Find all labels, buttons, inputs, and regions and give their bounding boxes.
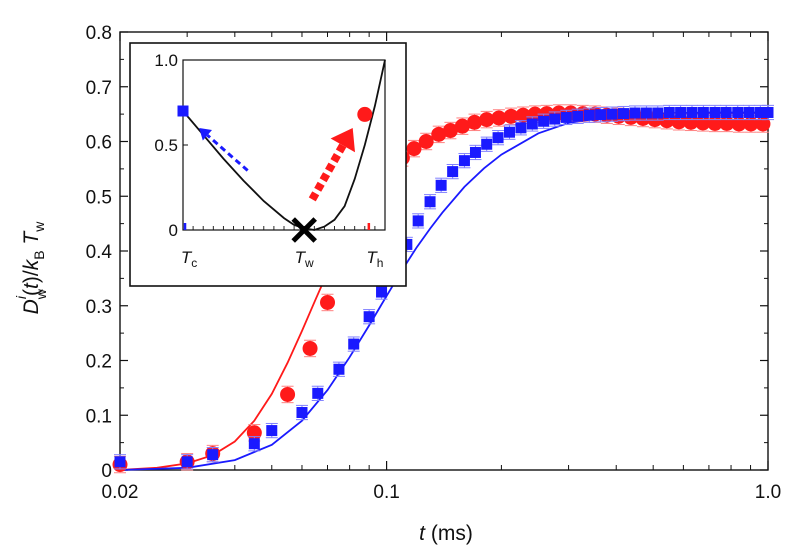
data-point-square (207, 449, 219, 461)
data-point-square (515, 122, 527, 134)
data-point-square (469, 146, 481, 158)
data-point-circle (302, 340, 318, 356)
data-point-square (743, 106, 755, 118)
data-point-square (686, 106, 698, 118)
y-axis-title: Dwi(t)/kB Tw (13, 221, 49, 315)
data-point-square (652, 107, 664, 119)
data-point-square (296, 407, 308, 419)
data-point-square (595, 109, 607, 121)
data-point-circle (454, 118, 470, 134)
data-point-square (762, 106, 774, 118)
data-point-square (481, 138, 493, 150)
data-point-square (754, 106, 766, 118)
data-point-circle (431, 126, 447, 142)
data-point-square (458, 155, 470, 167)
data-point-square (538, 115, 550, 127)
data-point-square (248, 438, 260, 450)
data-point-circle (491, 110, 507, 126)
inset-y-tick-label: 1.0 (154, 51, 178, 70)
inset-frame (129, 42, 407, 287)
data-point-square (732, 106, 744, 118)
inset-potential-curve (182, 59, 386, 231)
data-point-square (583, 109, 595, 121)
inset-arrow-head (330, 128, 355, 153)
y-tick-label: 0.4 (86, 242, 113, 263)
data-point-square (503, 126, 515, 138)
data-point-circle (479, 112, 495, 128)
data-point-square (412, 215, 424, 227)
data-point-square (640, 107, 652, 119)
y-tick-label: 0.8 (86, 23, 112, 44)
data-point-square (181, 456, 193, 468)
data-point-square (424, 196, 436, 208)
x-tick-label: 1.0 (755, 482, 781, 503)
data-point-square (114, 456, 126, 468)
data-point-circle (442, 123, 458, 139)
data-point-circle (418, 134, 434, 149)
data-point-circle (466, 114, 482, 130)
y-tick-label: 0.1 (86, 406, 112, 427)
data-point-square (348, 338, 360, 350)
data-point-square (526, 118, 538, 130)
y-tick-label: 0.3 (86, 297, 112, 318)
main-plot: 0 0.1 0.2 0.3 0.4 0.5 0.6 0.7 0.8 0.02 0.1 1.0 (86, 23, 782, 503)
inset-arrow-shaft (206, 134, 249, 172)
inset-plot: 0 0.5 1.0 Tc Tw Th (129, 42, 407, 287)
inset-point-square (177, 105, 189, 117)
y-tick-label: 0 (101, 461, 112, 482)
inset-y-tick-label: 0.5 (154, 136, 178, 155)
data-point-circle (743, 116, 759, 132)
data-point-circle (280, 386, 296, 402)
data-point-square (675, 106, 687, 118)
data-point-circle (683, 114, 699, 130)
data-point-square (606, 108, 618, 120)
data-point-square (720, 106, 732, 118)
inset-x-tick-label: Th (366, 248, 383, 270)
y-tick-label: 0.6 (86, 133, 112, 154)
data-point-square (663, 106, 675, 118)
data-point-square (560, 111, 572, 123)
y-tick-label: 0.5 (86, 187, 112, 208)
data-point-square (549, 113, 561, 125)
data-point-square (266, 425, 278, 437)
inset-arrow-head (199, 128, 212, 141)
data-point-square (492, 132, 504, 144)
data-point-circle (755, 116, 771, 132)
data-point-square (447, 166, 459, 178)
data-point-square (697, 106, 709, 118)
data-point-square (376, 286, 388, 298)
inset-y-tick-label: 0 (169, 221, 178, 240)
inset-x-tick-label: Tw (295, 248, 314, 270)
data-point-circle (503, 108, 519, 124)
data-point-square (629, 107, 641, 119)
data-point-circle (671, 114, 687, 130)
data-point-square (333, 363, 345, 375)
data-point-square (363, 311, 375, 323)
inset-point-circle (357, 106, 373, 122)
x-axis-title: t (ms) (419, 522, 473, 545)
x-tick-label: 0.02 (102, 482, 139, 503)
data-point-circle (731, 116, 747, 132)
x-tick-label: 0.1 (373, 482, 399, 503)
inset-point-cross (291, 217, 317, 243)
inset-x-tick-label: Tc (181, 248, 197, 270)
data-point-square (572, 110, 584, 122)
data-point-square (312, 387, 324, 399)
data-point-square (435, 179, 447, 191)
data-point-square (709, 106, 721, 118)
data-point-circle (406, 141, 422, 157)
data-point-square (401, 238, 413, 250)
data-point-square (618, 108, 630, 120)
data-point-circle (320, 294, 336, 310)
y-tick-label: 0.2 (86, 352, 112, 373)
y-tick-label: 0.7 (86, 78, 112, 99)
